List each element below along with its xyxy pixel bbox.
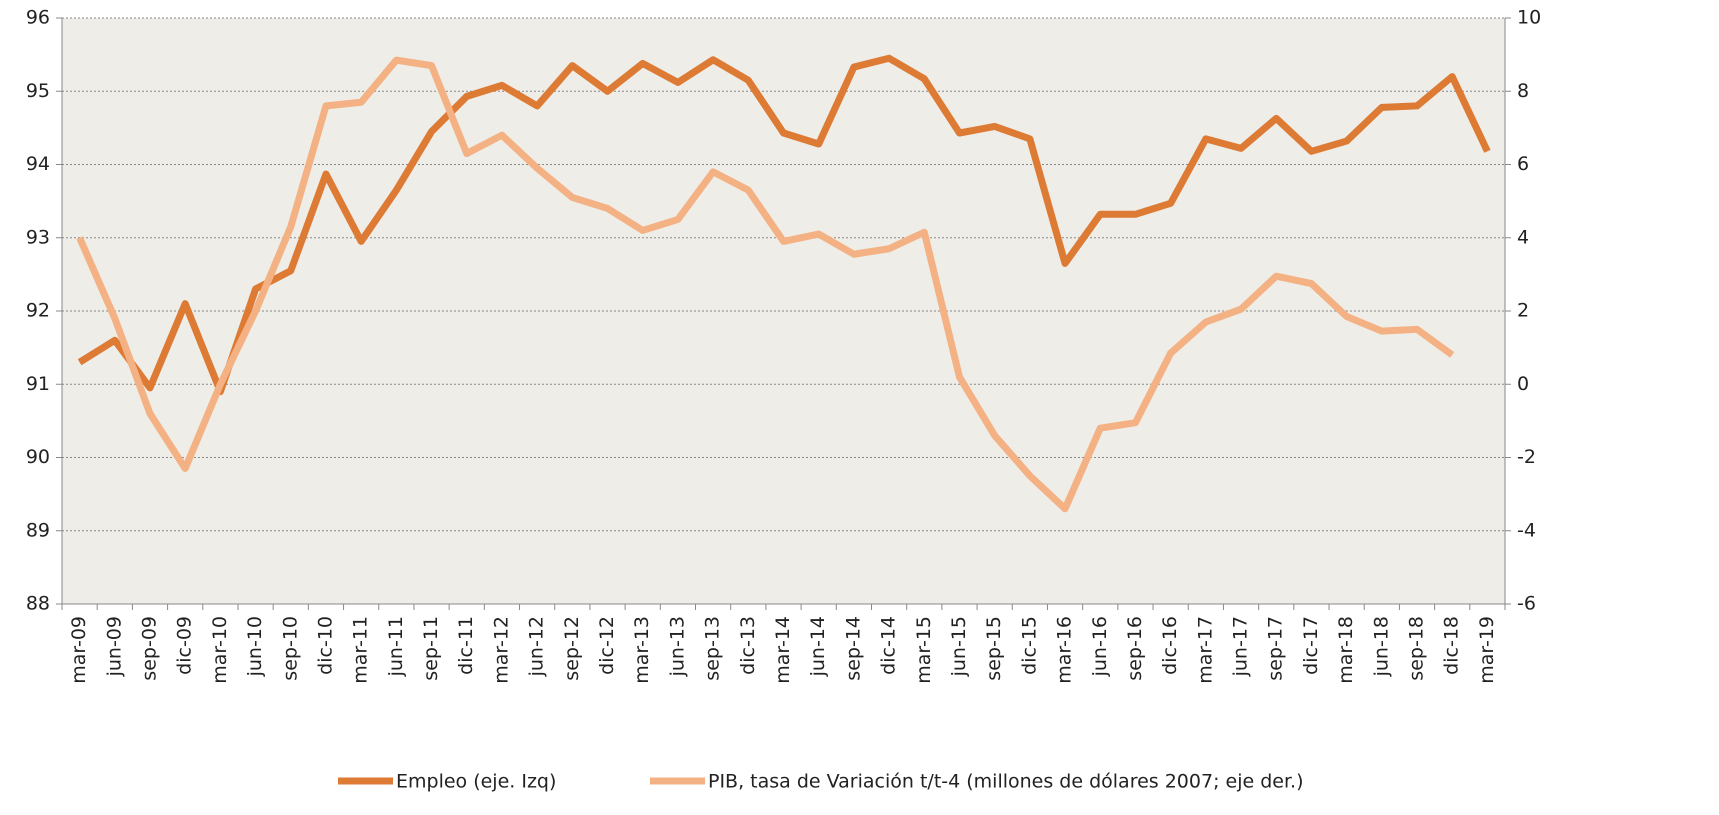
- y2-tick-label: 10: [1517, 7, 1541, 29]
- x-tick-label: sep-18: [1406, 616, 1428, 681]
- y-tick-label: 92: [26, 300, 50, 322]
- x-tick-label: dic-14: [878, 616, 900, 675]
- x-tick-label: mar-09: [68, 616, 90, 684]
- x-tick-label: sep-10: [279, 616, 301, 681]
- y-tick-label: 91: [26, 373, 50, 395]
- x-tick-label: jun-09: [103, 616, 125, 677]
- x-tick-label: sep-17: [1265, 616, 1287, 681]
- y2-tick-label: -6: [1517, 593, 1536, 615]
- x-tick-label: sep-14: [842, 616, 864, 681]
- x-tick-label: dic-11: [455, 616, 477, 675]
- y2-tick-label: 4: [1517, 226, 1529, 248]
- legend-label: Empleo (eje. Izq): [396, 771, 556, 793]
- x-tick-label: mar-14: [772, 616, 794, 684]
- x-tick-label: jun-12: [526, 616, 548, 677]
- y2-tick-label: 2: [1517, 300, 1529, 322]
- x-tick-label: jun-17: [1230, 616, 1252, 677]
- y-tick-label: 90: [26, 446, 50, 468]
- y-tick-label: 89: [26, 519, 50, 541]
- x-tick-label: mar-15: [913, 616, 935, 684]
- y2-tick-label: -4: [1517, 519, 1536, 541]
- y2-tick-label: -2: [1517, 446, 1536, 468]
- x-tick-label: jun-10: [244, 616, 266, 677]
- x-tick-label: jun-15: [948, 616, 970, 677]
- x-tick-label: mar-13: [631, 616, 653, 684]
- y-tick-label: 93: [26, 226, 50, 248]
- x-tick-label: jun-14: [807, 616, 829, 677]
- x-tick-label: jun-18: [1370, 616, 1392, 677]
- x-tick-label: dic-18: [1441, 616, 1463, 675]
- x-tick-label: dic-10: [314, 616, 336, 675]
- x-tick-label: mar-11: [350, 616, 372, 684]
- x-tick-label: dic-17: [1300, 616, 1322, 675]
- y-tick-label: 95: [26, 80, 50, 102]
- y-tick-label: 94: [26, 153, 50, 175]
- series-line: [77, 54, 1491, 396]
- x-tick-label: dic-09: [174, 616, 196, 675]
- legend-label: PIB, tasa de Variación t/t-4 (millones d…: [708, 771, 1304, 793]
- x-tick-label: sep-15: [983, 616, 1005, 681]
- x-tick-label: mar-10: [209, 616, 231, 684]
- x-tick-label: sep-16: [1124, 616, 1146, 681]
- x-tick-label: dic-13: [737, 616, 759, 675]
- x-tick-label: mar-16: [1054, 616, 1076, 684]
- x-tick-label: dic-15: [1018, 616, 1040, 675]
- y-tick-label: 88: [26, 593, 50, 615]
- x-tick-label: mar-19: [1476, 616, 1498, 684]
- x-tick-label: jun-16: [1089, 616, 1111, 677]
- x-tick-label: jun-13: [666, 616, 688, 677]
- x-tick-label: mar-12: [490, 616, 512, 684]
- x-tick-label: sep-09: [138, 616, 160, 681]
- x-tick-label: mar-18: [1335, 616, 1357, 684]
- series-line: [76, 56, 1455, 513]
- y2-tick-label: 6: [1517, 153, 1529, 175]
- x-tick-label: dic-16: [1159, 616, 1181, 675]
- y-tick-label: 96: [26, 7, 50, 29]
- y2-tick-label: 8: [1517, 80, 1529, 102]
- y2-tick-label: 0: [1517, 373, 1529, 395]
- x-tick-label: sep-12: [561, 616, 583, 681]
- x-tick-label: sep-13: [702, 616, 724, 681]
- x-tick-label: mar-17: [1194, 616, 1216, 684]
- x-tick-label: dic-12: [596, 616, 618, 675]
- x-tick-label: sep-11: [420, 616, 442, 681]
- x-tick-label: jun-11: [385, 616, 407, 677]
